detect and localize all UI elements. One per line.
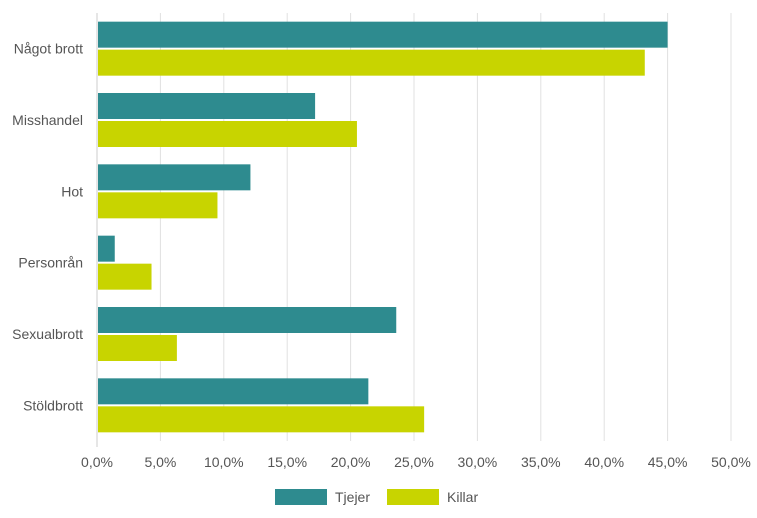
x-tick-label: 35,0% bbox=[521, 454, 561, 470]
bar-tjejer-5[interactable] bbox=[98, 378, 369, 405]
bar-tjejer-1[interactable] bbox=[98, 93, 316, 119]
x-tick-label: 30,0% bbox=[458, 454, 498, 470]
legend: Tjejer Killar bbox=[275, 489, 478, 505]
category-label: Misshandel bbox=[12, 112, 83, 128]
x-tick-label: 15,0% bbox=[267, 454, 307, 470]
x-axis-tick-labels: 0,0% 5,0% 10,0% 15,0% 20,0% 25,0% 30,0% 35,0% 40… bbox=[81, 454, 751, 470]
category-label: Stöldbrott bbox=[23, 397, 83, 413]
category-labels: Något brott Misshandel Hot Personrån Sexualb… bbox=[12, 41, 83, 414]
bar-killar-4[interactable] bbox=[98, 335, 177, 361]
x-tick-label: 20,0% bbox=[331, 454, 371, 470]
legend-label-killar[interactable]: Killar bbox=[447, 489, 478, 505]
legend-label-tjejer[interactable]: Tjejer bbox=[335, 489, 370, 505]
bar-killar-5[interactable] bbox=[98, 406, 425, 433]
category-label: Något brott bbox=[14, 41, 83, 57]
bar-killar-1[interactable] bbox=[98, 121, 357, 147]
x-tick-label: 25,0% bbox=[394, 454, 434, 470]
bar-tjejer-2[interactable] bbox=[98, 164, 251, 191]
category-label: Sexualbrott bbox=[12, 326, 83, 342]
x-tick-label: 5,0% bbox=[144, 454, 176, 470]
x-tick-label: 10,0% bbox=[204, 454, 244, 470]
bar-tjejer-3[interactable] bbox=[98, 235, 115, 262]
bar-killar-0[interactable] bbox=[98, 49, 645, 76]
bar-tjejer-4[interactable] bbox=[98, 307, 397, 333]
x-tick-label: 40,0% bbox=[584, 454, 624, 470]
bar-killar-3[interactable] bbox=[98, 263, 152, 290]
legend-swatch-tjejer[interactable] bbox=[275, 489, 327, 505]
category-label: Personrån bbox=[18, 255, 83, 271]
x-tick-label: 50,0% bbox=[711, 454, 751, 470]
bars bbox=[98, 21, 668, 433]
x-tick-label: 0,0% bbox=[81, 454, 113, 470]
bar-tjejer-0[interactable] bbox=[98, 21, 668, 48]
legend-swatch-killar[interactable] bbox=[387, 489, 439, 505]
bar-killar-2[interactable] bbox=[98, 192, 218, 219]
category-label: Hot bbox=[61, 183, 83, 199]
grid bbox=[159, 13, 732, 441]
x-tick-label: 45,0% bbox=[648, 454, 688, 470]
